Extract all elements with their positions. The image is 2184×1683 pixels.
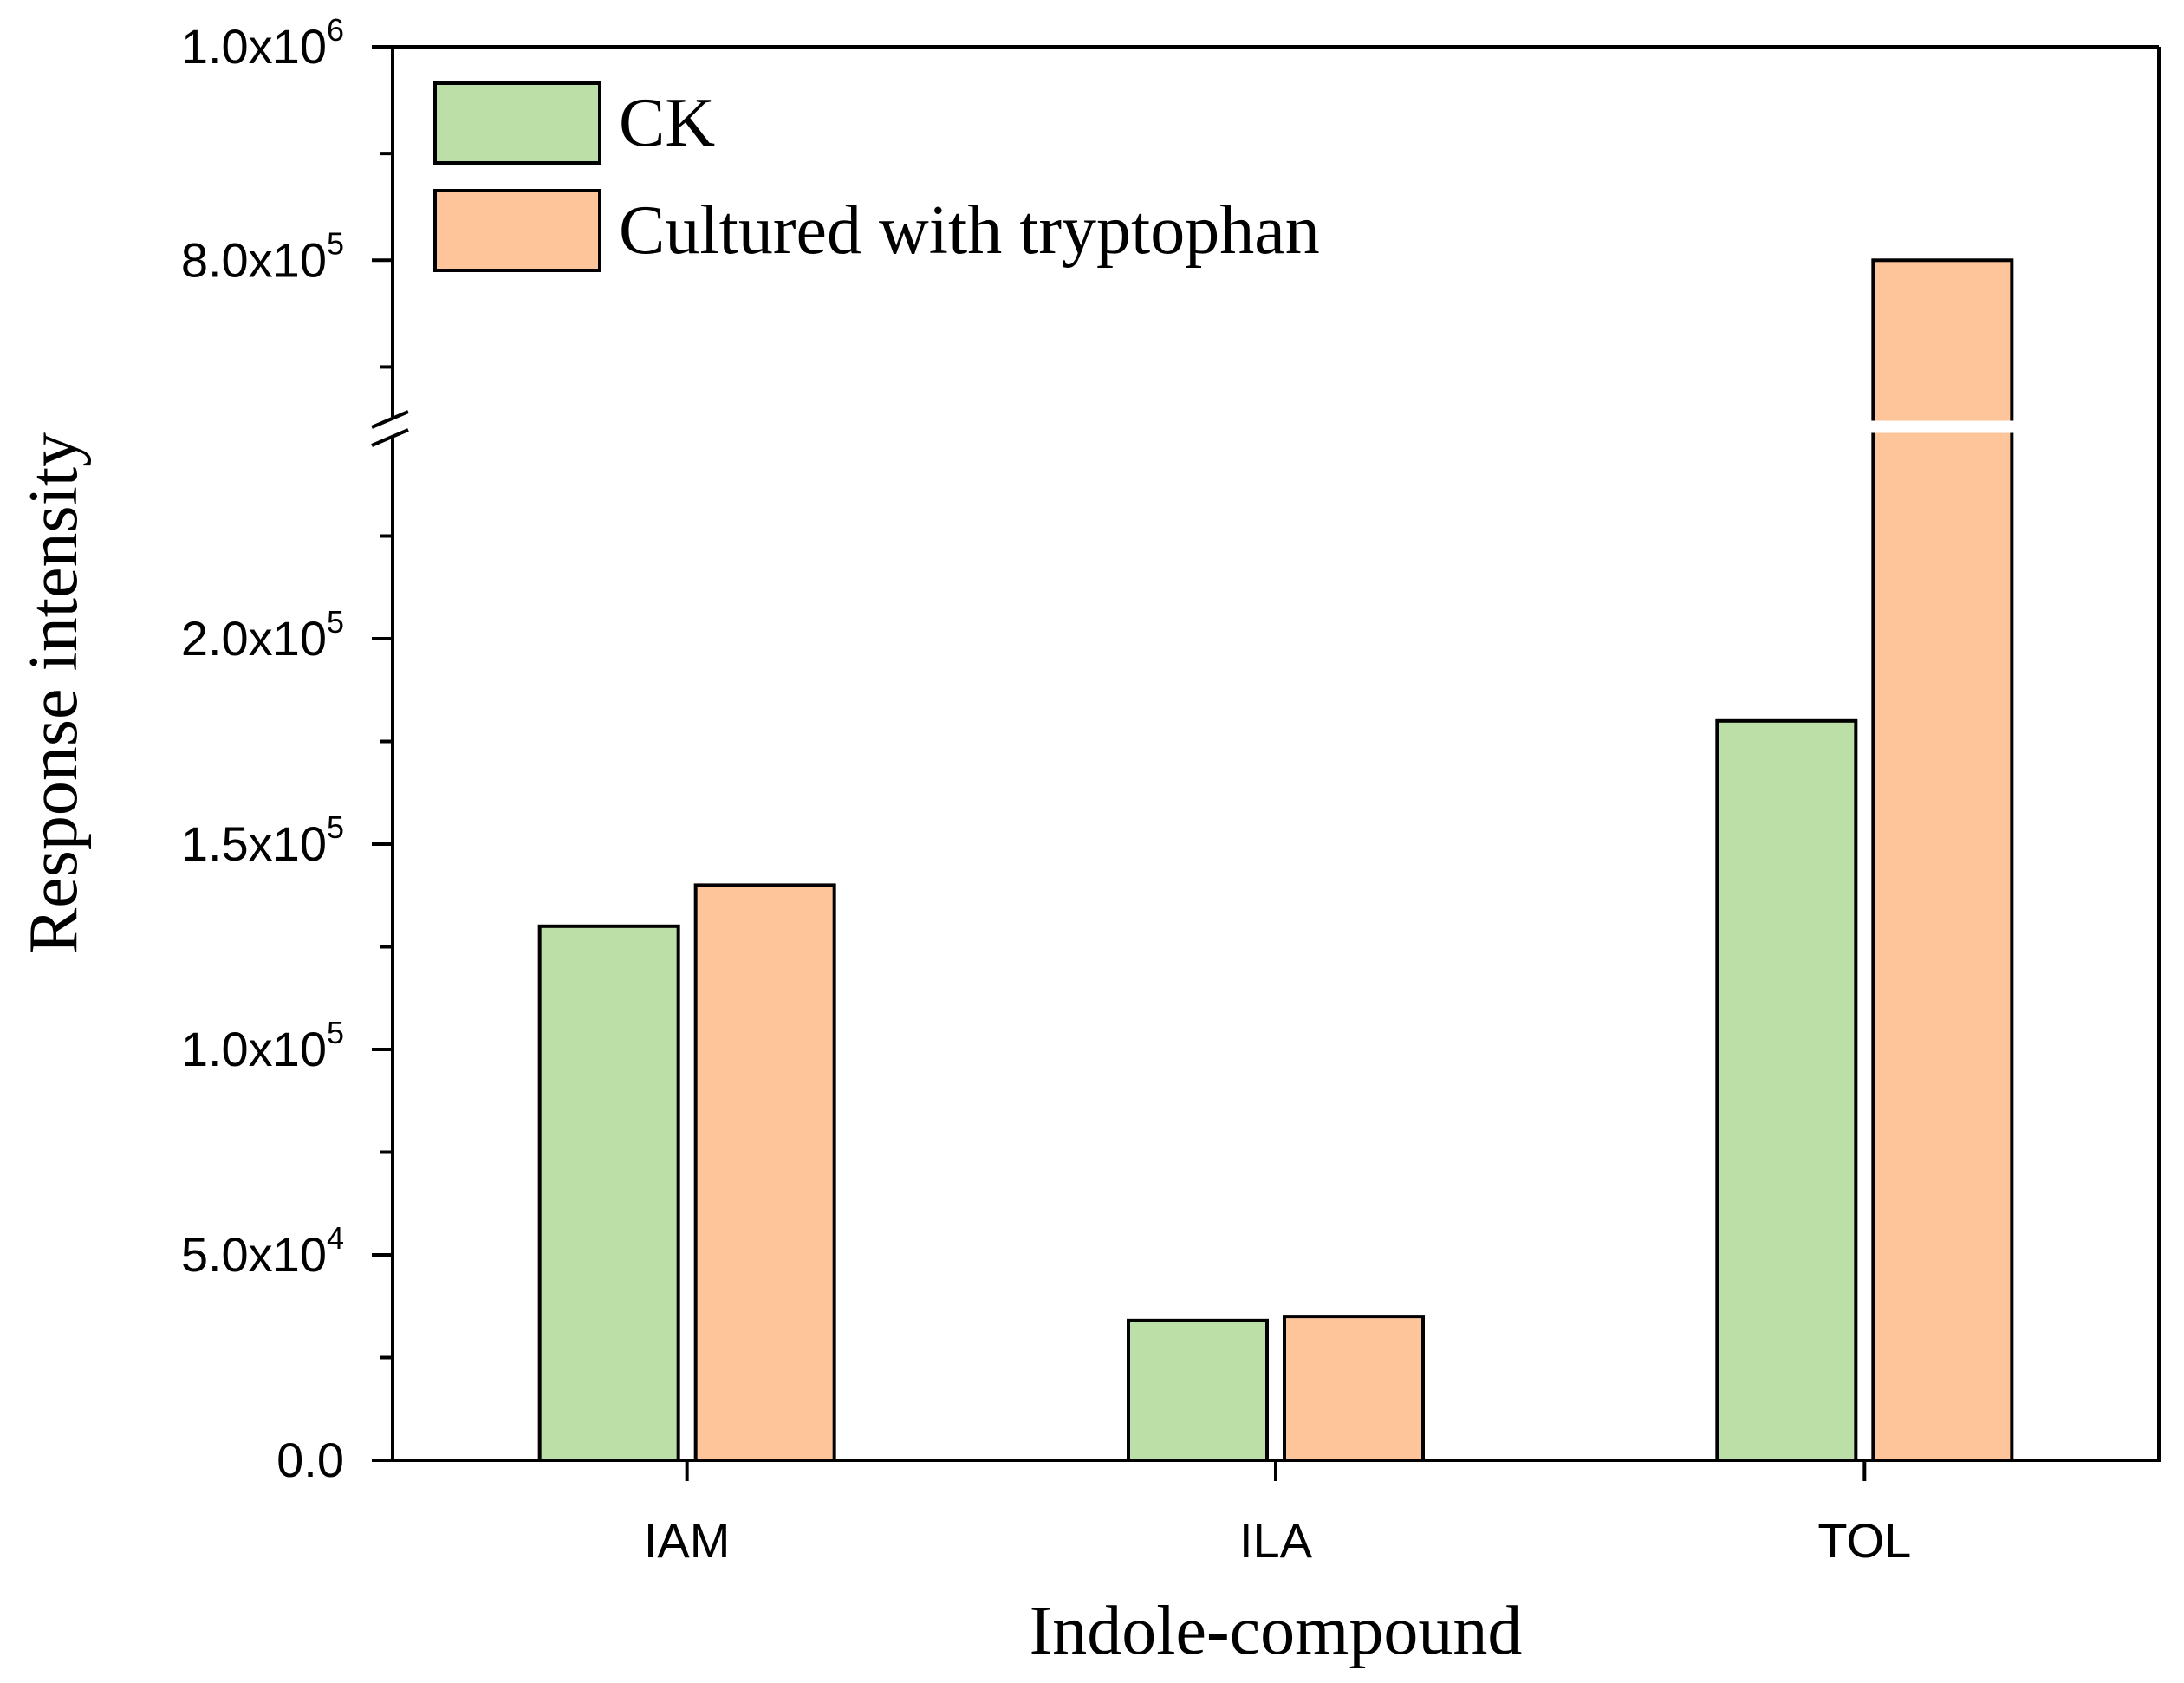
x-tick-label-tol: TOL bbox=[1817, 1513, 1911, 1568]
bar-iam-ck bbox=[537, 924, 680, 1463]
legend-label-tryptophan: Cultured with tryptophan bbox=[619, 192, 1320, 269]
y-tick-label: 1.0x106 bbox=[181, 12, 344, 74]
y-tick-mantissa: 5.0x10 bbox=[181, 1227, 327, 1282]
y-tick-exponent: 5 bbox=[327, 809, 344, 845]
y-tick-mantissa: 1.5x10 bbox=[181, 816, 327, 871]
x-tick-label-ila: ILA bbox=[1239, 1513, 1313, 1568]
y-tick-label: 1.5x105 bbox=[181, 809, 344, 871]
y-tick-label: 2.0x105 bbox=[181, 604, 344, 666]
legend-label-ck: CK bbox=[619, 85, 715, 161]
y-tick-label: 1.0x105 bbox=[181, 1015, 344, 1076]
bar-ila-tryptophan bbox=[1283, 1315, 1425, 1462]
y-tick-exponent: 4 bbox=[327, 1220, 344, 1256]
y-tick-label: 5.0x104 bbox=[181, 1220, 344, 1282]
y-tick-exponent: 5 bbox=[327, 604, 344, 640]
y-tick-exponent: 5 bbox=[327, 225, 344, 261]
bar-tol-tryptophan bbox=[1871, 258, 2014, 1462]
legend: CK Cultured with tryptophan bbox=[433, 81, 1320, 272]
y-tick-mantissa: 1.0x10 bbox=[181, 19, 327, 74]
bar-ila-ck bbox=[1127, 1318, 1269, 1462]
ticks-group bbox=[372, 45, 1867, 1481]
y-tick-mantissa: 0.0 bbox=[276, 1433, 344, 1487]
axis-break-mark-upper bbox=[371, 410, 409, 429]
y-tick-exponent: 6 bbox=[327, 12, 344, 48]
labels-group: IAM ILA TOL0.05.0x1041.0x1051.5x1052.0x105… bbox=[181, 12, 1911, 1568]
axis-break-group bbox=[371, 410, 409, 447]
y-tick-exponent: 5 bbox=[327, 1015, 344, 1050]
bar-break-gap bbox=[1870, 420, 2015, 433]
x-axis-title: Indole-compound bbox=[1030, 1593, 1523, 1669]
y-tick-mantissa: 1.0x10 bbox=[181, 1022, 327, 1076]
bars-group bbox=[537, 258, 2015, 1463]
bar-iam-tryptophan bbox=[693, 883, 836, 1462]
y-tick-mantissa: 2.0x10 bbox=[181, 611, 327, 666]
legend-swatch-tryptophan bbox=[433, 189, 601, 272]
y-tick-label: 8.0x105 bbox=[181, 225, 344, 287]
y-axis-title: Response intensity bbox=[16, 432, 92, 954]
bar-tol-ck bbox=[1715, 718, 1858, 1462]
legend-swatch-ck bbox=[433, 81, 601, 165]
x-tick-label-iam: IAM bbox=[644, 1513, 731, 1568]
plot-frame bbox=[391, 45, 2161, 1462]
y-tick-label: 0.0 bbox=[276, 1433, 344, 1487]
y-tick-mantissa: 8.0x10 bbox=[181, 232, 327, 287]
axis-break-mark-lower bbox=[371, 428, 409, 447]
